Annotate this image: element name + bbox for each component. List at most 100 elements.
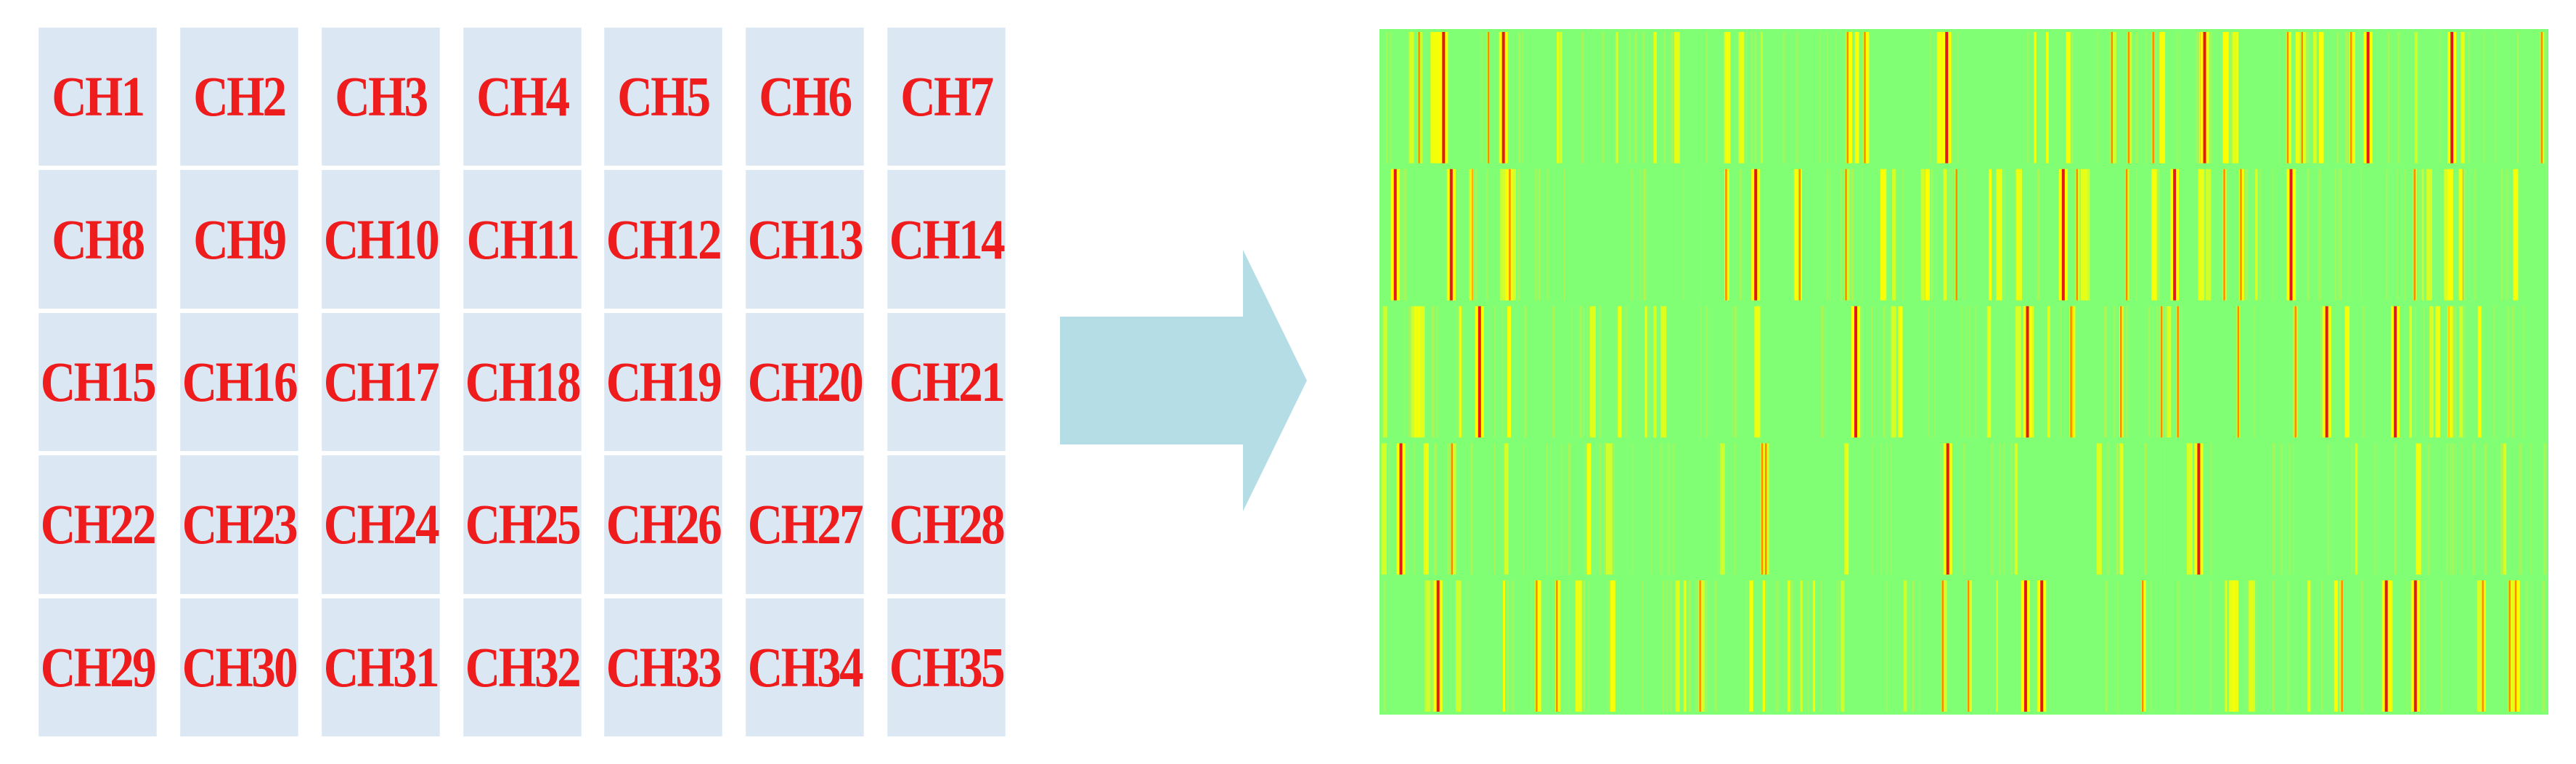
heatmap-faint-stripe (1404, 306, 1406, 438)
heatmap-faint-stripe (2164, 443, 2165, 575)
heatmap-faint-stripe (1571, 306, 1573, 438)
channel-cell-ch32: CH32 (462, 598, 581, 736)
heatmap-faint-stripe (1386, 32, 1387, 163)
heatmap-faint-stripe (1461, 306, 1464, 438)
heatmap-yellow-stripe (1660, 306, 1667, 438)
heatmap-faint-stripe (2338, 168, 2341, 301)
heatmap-faint-stripe (2345, 32, 2348, 163)
heatmap-yellow-stripe (1418, 306, 1425, 438)
heatmap-faint-stripe (1929, 32, 1932, 163)
heatmap-faint-stripe (1999, 443, 2001, 575)
heatmap-faint-stripe (1963, 443, 1965, 575)
heatmap-faint-stripe (1587, 580, 1589, 712)
heatmap-yellow-stripe (2159, 32, 2164, 163)
right-arrow-icon (1060, 250, 1307, 511)
heatmap-faint-stripe (2394, 443, 2397, 575)
heatmap-faint-stripe (1403, 168, 1406, 301)
heatmap-faint-stripe (2003, 168, 2005, 301)
heatmap-yellow-stripe (1417, 32, 1423, 163)
heatmap-faint-stripe (1928, 306, 1929, 438)
heatmap-faint-stripe (2500, 443, 2503, 575)
heatmap-faint-stripe (1734, 306, 1737, 438)
heatmap-faint-stripe (1714, 580, 1717, 712)
heatmap-faint-stripe (1886, 443, 1888, 575)
heatmap-faint-stripe (2116, 443, 2119, 575)
heatmap-red-peak (1436, 580, 1440, 712)
heatmap-faint-stripe (1820, 580, 1822, 712)
heatmap-red-peak (2203, 32, 2206, 163)
heatmap-yellow-stripe (1794, 168, 1798, 301)
heatmap-orange-core (1845, 168, 1847, 301)
heatmap-faint-stripe (2327, 443, 2330, 575)
heatmap-faint-stripe (2543, 32, 2546, 163)
heatmap-yellow-stripe (2514, 580, 2520, 712)
heatmap-faint-stripe (1764, 580, 1767, 712)
heatmap-faint-stripe (2060, 306, 2062, 438)
heatmap-red-peak (1946, 443, 1949, 575)
heatmap-orange-core (1765, 443, 1767, 575)
heatmap-yellow-stripe (2295, 32, 2300, 163)
heatmap-faint-stripe (1431, 580, 1435, 712)
heatmap-yellow-stripe (1720, 443, 1725, 575)
heatmap-faint-stripe (1385, 32, 1387, 163)
heatmap-faint-stripe (1829, 168, 1830, 301)
heatmap-faint-stripe (1783, 32, 1785, 163)
heatmap-faint-stripe (1409, 306, 1412, 438)
heatmap-yellow-stripe (2349, 32, 2355, 163)
heatmap-faint-stripe (2445, 443, 2449, 575)
heatmap-yellow-stripe (1898, 306, 1903, 438)
heatmap-faint-stripe (1667, 443, 1671, 575)
channel-cell-ch17: CH17 (321, 312, 439, 452)
heatmap-faint-stripe (2096, 32, 2099, 163)
heatmap-faint-stripe (2148, 306, 2151, 438)
heatmap-faint-stripe (2493, 306, 2495, 438)
heatmap-yellow-stripe (2503, 443, 2507, 575)
heatmap-faint-stripe (1550, 443, 1552, 575)
heatmap-yellow-stripe (1409, 32, 1414, 163)
heatmap-faint-stripe (1718, 443, 1720, 575)
heatmap-faint-stripe (1486, 168, 1488, 301)
heatmap-faint-stripe (1568, 443, 1571, 575)
heatmap-faint-stripe (2287, 580, 2289, 712)
heatmap-faint-stripe (2336, 32, 2339, 163)
heatmap-faint-stripe (2340, 168, 2342, 301)
heatmap-yellow-stripe (2414, 32, 2418, 163)
heatmap-faint-stripe (1628, 32, 1631, 163)
heatmap-faint-stripe (1663, 580, 1664, 712)
heatmap-faint-stripe (2307, 32, 2309, 163)
heatmap-faint-stripe (1431, 306, 1435, 438)
heatmap-faint-stripe (1581, 32, 1584, 163)
heatmap-yellow-stripe (2034, 32, 2037, 163)
heatmap-faint-stripe (2455, 443, 2457, 575)
heatmap-faint-stripe (1586, 306, 1588, 438)
heatmap-yellow-stripe (2421, 168, 2424, 301)
heatmap-yellow-stripe (2355, 443, 2358, 575)
heatmap-faint-stripe (1919, 580, 1921, 712)
heatmap-yellow-stripe (2226, 32, 2230, 163)
heatmap-faint-stripe (1383, 580, 1386, 712)
heatmap-faint-stripe (1891, 443, 1892, 575)
heatmap-yellow-stripe (1698, 580, 1705, 712)
heatmap-red-peak (2384, 580, 2388, 712)
heatmap-yellow-stripe (1500, 168, 1505, 301)
heatmap-faint-stripe (2230, 32, 2232, 163)
heatmap-orange-core (2286, 32, 2289, 163)
heatmap-yellow-stripe (1966, 580, 1973, 712)
heatmap-yellow-stripe (1430, 32, 1438, 163)
heatmap-faint-stripe (2002, 443, 2005, 575)
heatmap-orange-core (2294, 306, 2296, 438)
heatmap-faint-stripe (1470, 443, 1473, 575)
heatmap-yellow-stripe (1456, 580, 1462, 712)
heatmap-yellow-stripe (2066, 32, 2071, 163)
heatmap-yellow-stripe (1436, 32, 1440, 163)
heatmap-yellow-stripe (2186, 443, 2193, 575)
heatmap-faint-stripe (2210, 443, 2212, 575)
heatmap-faint-stripe (2010, 443, 2012, 575)
heatmap-faint-stripe (2288, 443, 2290, 575)
heatmap-faint-stripe (2439, 32, 2441, 163)
heatmap-faint-stripe (1390, 32, 1392, 163)
heatmap-faint-stripe (1912, 580, 1915, 712)
channel-cell-ch7: CH7 (887, 28, 1006, 166)
heatmap-faint-stripe (1639, 168, 1642, 301)
heatmap-faint-stripe (1659, 443, 1663, 575)
